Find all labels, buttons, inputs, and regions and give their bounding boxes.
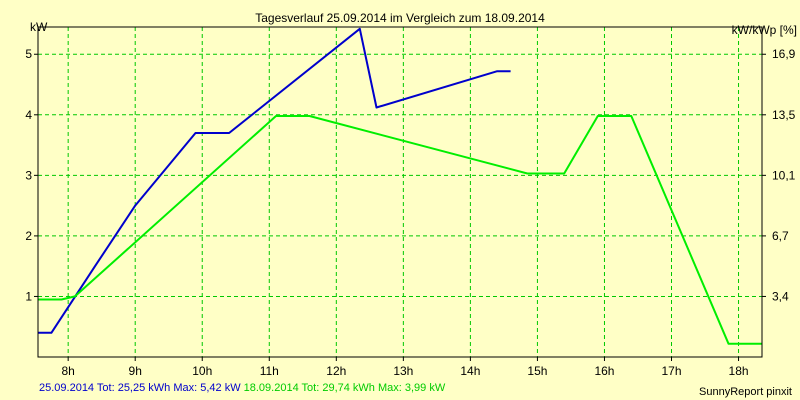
plot-area [38,27,762,357]
y-right-tick-label-1: 6,7 [772,229,789,243]
y-right-tick-label-4: 16,9 [772,47,796,61]
y-right-tick-label-3: 13,5 [772,108,796,122]
y-axis-right: 3,4 6,7 10,1 13,5 16,9 [762,47,796,303]
y-left-tick-label-0: 1 [25,289,32,303]
grid [38,27,762,357]
y-axis-right-label: kW/kWp [%] [732,23,797,37]
x-tick-label-10: 18h [729,364,749,378]
series-line-1 [38,27,511,334]
y-right-tick-label-0: 3,4 [772,289,789,303]
x-tick-label-0: 8h [61,364,74,378]
footer-series-2-summary: 18.09.2014 Tot: 29,74 kWh Max: 3,99 kW [243,382,446,394]
x-tick-label-6: 14h [460,364,480,378]
x-tick-label-5: 13h [393,364,413,378]
footer-series-1-summary: 25.09.2014 Tot: 25,25 kWh Max: 5,42 kW [39,382,241,394]
series-layer [38,27,762,345]
plot-frame [37,26,763,358]
x-tick-label-3: 11h [260,364,279,378]
footer-summary: 25.09.2014 Tot: 25,25 kWh Max: 5,42 kW 1… [39,382,445,394]
y-left-tick-label-3: 4 [25,108,32,122]
y-left-tick-label-2: 3 [25,168,32,182]
x-tick-label-7: 15h [527,364,547,378]
x-tick-label-9: 17h [661,364,681,378]
y-left-tick-label-1: 2 [25,229,32,243]
x-tick-label-1: 9h [129,364,142,378]
y-left-tick-label-4: 5 [25,47,32,61]
x-axis: 8h 9h 10h 11h 12h 13h 14h 15h 16h 17h 18h [61,357,749,378]
series-line-2 [38,115,762,345]
y-right-tick-label-2: 10,1 [772,168,796,182]
x-tick-label-4: 12h [326,364,346,378]
x-tick-label-2: 10h [192,364,212,378]
chart-title: Tagesverlauf 25.09.2014 im Vergleich zum… [255,11,545,25]
y-axis-left: 1 2 3 4 5 [25,47,38,303]
y-axis-left-label: kW [30,20,48,34]
credit-label: SunnyReport pinxit [699,386,792,398]
x-tick-label-8: 16h [594,364,614,378]
